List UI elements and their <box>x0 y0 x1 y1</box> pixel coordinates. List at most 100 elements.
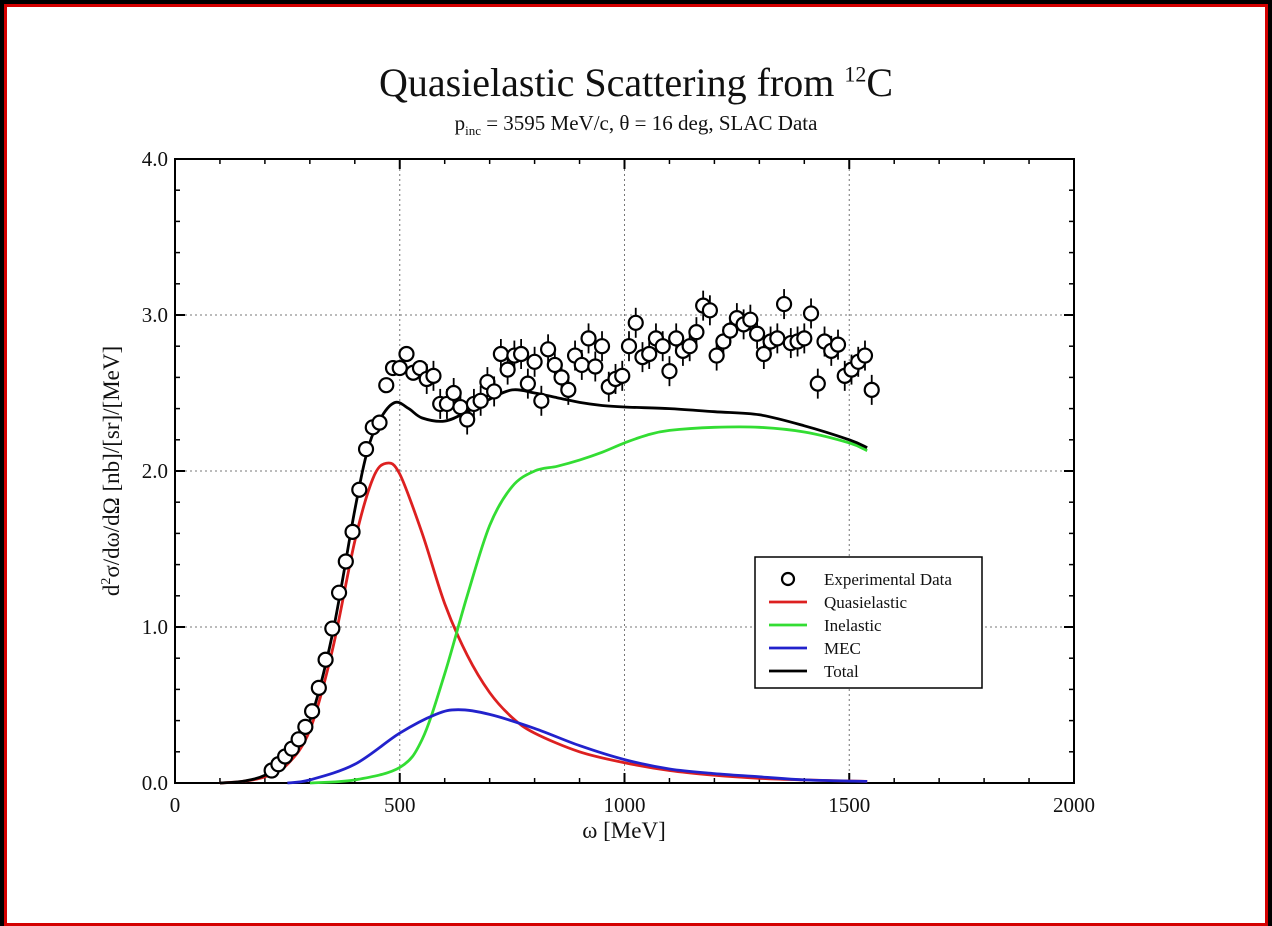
data-marker <box>829 336 847 353</box>
data-point <box>539 334 557 365</box>
subtitle-subscript: inc <box>465 123 481 139</box>
legend-item-total: Total <box>769 662 859 681</box>
legend-label: MEC <box>824 639 861 658</box>
data-marker <box>472 392 489 409</box>
y-tick-label: 3.0 <box>142 303 168 327</box>
data-marker <box>492 345 509 363</box>
title-text: Quasielastic Scattering from <box>378 60 845 105</box>
chart-frame: Quasielastic Scattering from 12C pinc = … <box>4 4 1268 926</box>
y-tick-label: 2.0 <box>142 459 168 483</box>
inelastic-curve <box>309 425 868 785</box>
data-marker <box>519 375 536 392</box>
axes: 0 500 1000 1500 2000 0.0 1.0 2.0 3.0 4.0 <box>142 147 1095 817</box>
data-marker <box>620 338 638 355</box>
y-tick-label: 4.0 <box>142 147 168 171</box>
subtitle-rest: = 3595 MeV/c, θ = 16 deg, SLAC Data <box>480 111 818 135</box>
data-marker <box>357 441 375 458</box>
y-tick-label: 0.0 <box>142 771 168 795</box>
grid <box>175 159 1074 783</box>
data-marker <box>378 377 395 394</box>
y-axis-title-d: d <box>99 584 124 596</box>
data-point <box>593 331 611 362</box>
data-marker <box>560 381 577 398</box>
data-marker <box>742 311 759 328</box>
data-point <box>775 289 793 320</box>
data-point <box>459 404 476 435</box>
data-marker <box>425 367 442 384</box>
legend-label: Experimental Data <box>824 570 952 589</box>
data-marker <box>486 383 503 400</box>
data-point <box>863 374 880 405</box>
data-marker <box>654 338 671 355</box>
data-point <box>344 523 361 540</box>
data-point <box>701 295 719 326</box>
data-marker <box>573 356 590 374</box>
data-point <box>472 385 489 416</box>
data-point <box>398 345 415 363</box>
data-marker <box>708 347 725 364</box>
data-point <box>641 339 658 369</box>
data-point <box>560 374 577 405</box>
data-marker <box>398 345 415 363</box>
data-marker <box>661 363 678 380</box>
data-point <box>654 331 671 362</box>
data-marker <box>337 553 354 570</box>
data-marker <box>317 651 334 668</box>
data-point <box>425 360 442 391</box>
data-point <box>587 351 604 382</box>
data-marker <box>324 620 341 637</box>
data-point <box>627 307 644 338</box>
title-element: C <box>866 60 894 105</box>
data-point <box>620 331 638 362</box>
data-marker <box>303 703 321 720</box>
data-point <box>661 356 678 387</box>
data-point <box>330 584 348 601</box>
data-point <box>796 323 813 354</box>
data-point <box>580 323 597 354</box>
data-marker <box>587 358 604 375</box>
data-marker <box>681 338 698 355</box>
data-point <box>290 731 307 748</box>
y-axis-title-rest: σ/dω/dΩ [nb]/[sr]/[MeV] <box>99 346 124 578</box>
data-marker <box>445 384 462 402</box>
mec-curve <box>287 708 868 785</box>
legend-item-data: Experimental Data <box>780 570 952 589</box>
legend-item-qe: Quasielastic <box>769 593 908 612</box>
legend-label: Inelastic <box>824 616 882 635</box>
data-point <box>486 376 503 407</box>
x-tick-label: 2000 <box>1053 793 1095 817</box>
data-marker <box>513 345 530 363</box>
data-point <box>519 368 536 399</box>
data-marker <box>330 584 348 601</box>
data-marker <box>856 347 874 364</box>
data-point <box>513 339 530 369</box>
x-tick-label: 1500 <box>828 793 870 817</box>
data-point <box>303 703 321 720</box>
data-point <box>802 298 820 329</box>
data-marker <box>499 361 516 378</box>
chart-title: Quasielastic Scattering from 12C <box>7 59 1265 106</box>
data-point <box>324 620 341 637</box>
data-marker <box>775 295 793 313</box>
legend-item-mec: MEC <box>769 639 861 658</box>
data-marker <box>290 731 307 748</box>
data-marker <box>533 392 550 409</box>
data-marker <box>526 353 543 370</box>
data-point <box>829 329 847 360</box>
y-axis-title: d2σ/dω/dΩ [nb]/[sr]/[MeV] <box>99 346 124 596</box>
legend-marker <box>780 571 796 587</box>
data-marker <box>796 330 813 347</box>
data-marker <box>627 314 644 331</box>
data-point <box>809 368 826 399</box>
data-point <box>391 359 408 377</box>
data-marker <box>614 367 631 384</box>
data-marker <box>580 330 597 347</box>
legend-item-inel: Inelastic <box>769 616 882 635</box>
data-marker <box>539 341 557 358</box>
data-point <box>337 553 354 570</box>
data-point <box>749 318 766 349</box>
data-point <box>614 360 631 391</box>
data-marker <box>809 375 826 392</box>
x-tick-label: 0 <box>170 793 181 817</box>
